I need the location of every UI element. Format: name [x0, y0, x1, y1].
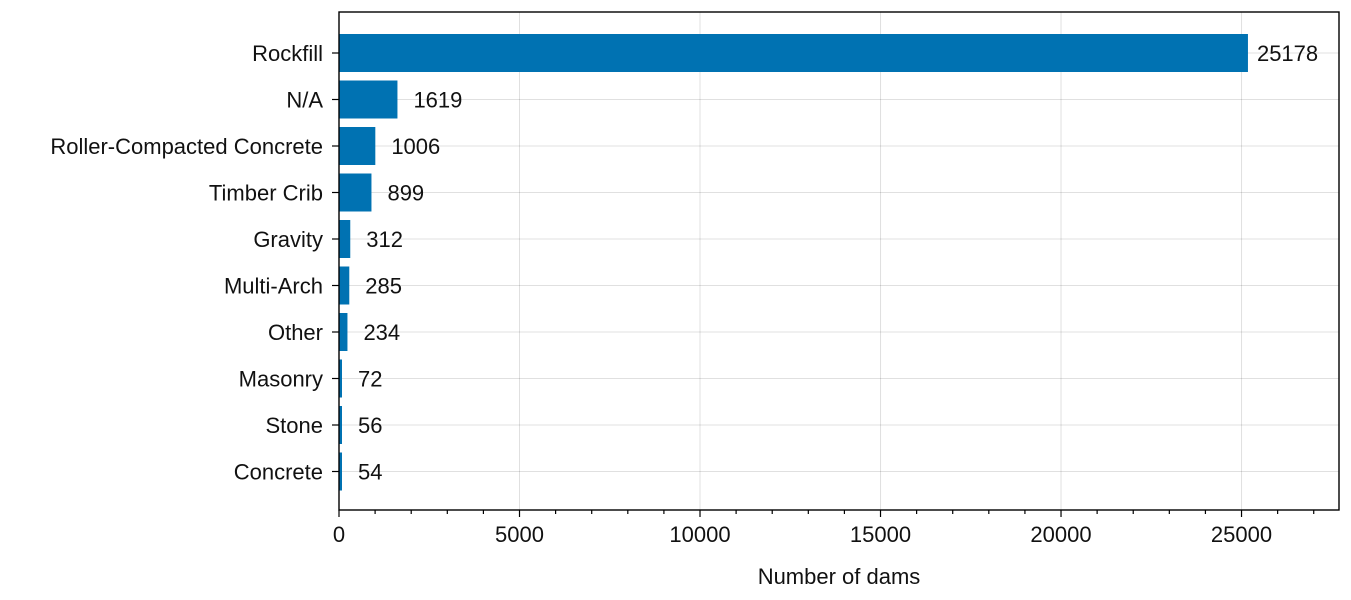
- labels: Rockfill 25178 N/A 1619 Roller-Compacted Con…: [50, 41, 1318, 485]
- data-label: 72: [358, 367, 382, 392]
- category-label: Roller-Compacted Concrete: [50, 134, 323, 159]
- data-label: 899: [387, 181, 424, 206]
- data-label: 25178: [1257, 41, 1318, 66]
- category-label: Stone: [266, 413, 324, 438]
- category-label: Masonry: [239, 367, 323, 392]
- category-label: N/A: [286, 88, 323, 113]
- x-axis-title: Number of dams: [758, 564, 921, 589]
- x-tick-label: 10000: [669, 522, 730, 547]
- category-label: Concrete: [234, 460, 323, 485]
- bar-stone: [339, 406, 342, 444]
- x-tick-label: 20000: [1030, 522, 1091, 547]
- bar-masonry: [339, 359, 342, 398]
- data-label: 234: [363, 320, 400, 345]
- bar-timber-crib: [339, 173, 372, 212]
- category-label: Gravity: [253, 227, 323, 252]
- data-label: 1006: [391, 134, 440, 159]
- bar-roller-compacted-concrete: [339, 127, 376, 165]
- bar-rockfill: [339, 34, 1248, 72]
- plot-frame: [338, 11, 1340, 511]
- category-label: Multi-Arch: [224, 274, 323, 299]
- ticks: 0 5000 10000 15000 20000 25000: [332, 52, 1315, 547]
- data-label: 312: [366, 227, 403, 252]
- category-label: Rockfill: [252, 41, 323, 66]
- grid: [339, 12, 1339, 510]
- bar-n-a: [339, 80, 398, 119]
- data-label: 54: [358, 460, 382, 485]
- bar-other: [339, 313, 348, 351]
- data-label: 285: [365, 274, 402, 299]
- bar-concrete: [339, 452, 342, 491]
- data-label: 56: [358, 413, 382, 438]
- x-tick-label: 25000: [1211, 522, 1272, 547]
- category-label: Timber Crib: [209, 181, 323, 206]
- bars: [339, 34, 1248, 491]
- category-label: Other: [268, 320, 323, 345]
- x-tick-label: 0: [333, 522, 345, 547]
- x-tick-label: 5000: [495, 522, 544, 547]
- x-tick-label: 15000: [850, 522, 911, 547]
- data-label: 1619: [413, 88, 462, 113]
- bar-multi-arch: [339, 266, 350, 305]
- bar-gravity: [339, 220, 351, 258]
